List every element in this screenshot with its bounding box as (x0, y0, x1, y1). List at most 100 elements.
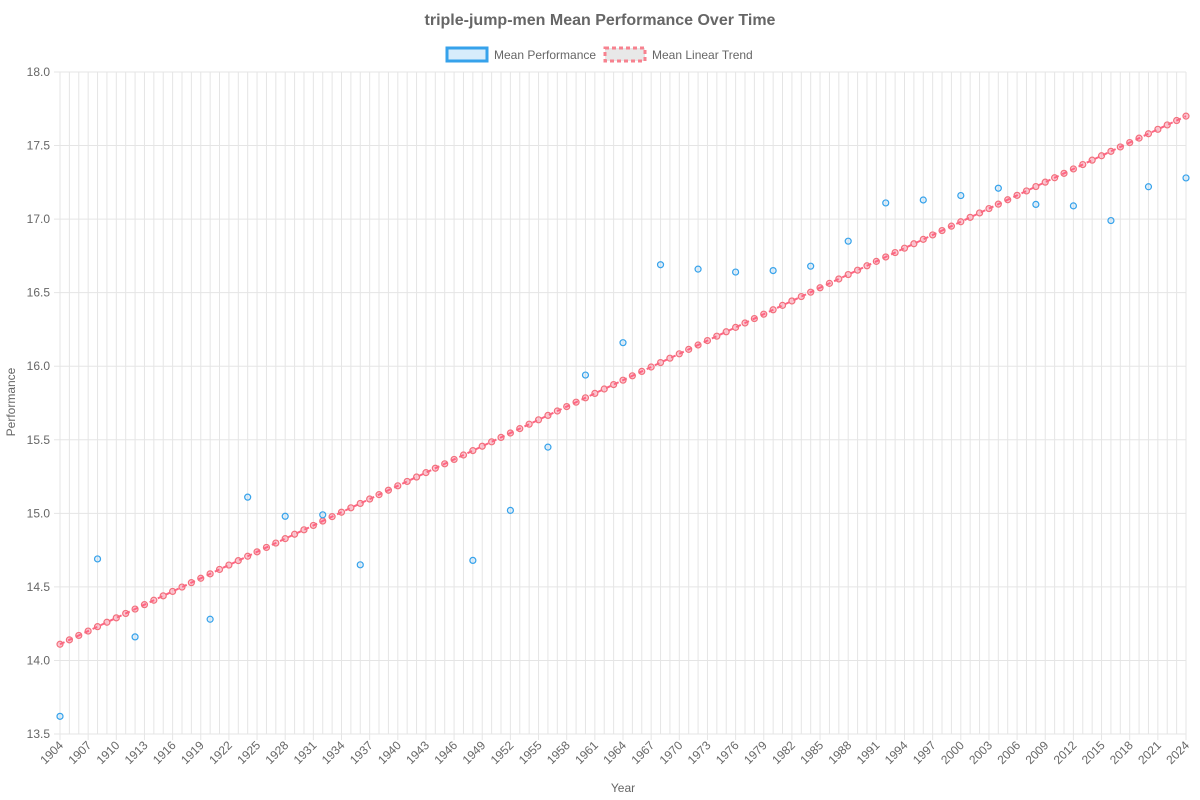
trend-point (253, 548, 261, 556)
data-point[interactable] (919, 196, 927, 204)
data-point[interactable] (206, 615, 214, 623)
data-point[interactable] (544, 443, 552, 451)
trend-point (506, 429, 514, 437)
chart-title: triple-jump-men Mean Performance Over Ti… (425, 12, 776, 29)
trend-point (534, 416, 543, 424)
trend-point (1144, 130, 1153, 138)
data-point[interactable] (281, 512, 289, 520)
trend-point (131, 605, 139, 613)
trend-point (1004, 196, 1012, 204)
data-point[interactable] (356, 561, 364, 569)
x-tick-label: 1928 (263, 738, 292, 767)
trend-point (825, 279, 834, 287)
trend-point (1013, 191, 1021, 199)
trend-point (1032, 182, 1040, 191)
data-point[interactable] (1107, 216, 1115, 225)
trend-point (713, 332, 721, 340)
trend-point (178, 583, 186, 591)
trend-point (215, 565, 224, 574)
trend-point (140, 601, 149, 609)
trend-point (553, 407, 561, 415)
trend-point (600, 385, 608, 393)
data-point[interactable] (56, 712, 64, 720)
data-point[interactable] (731, 268, 740, 276)
trend-point (93, 623, 102, 631)
trend-point (891, 248, 899, 257)
legend-item-mean-linear-trend[interactable]: Mean Linear Trend (603, 46, 753, 63)
data-point[interactable] (1182, 174, 1190, 182)
trend-point (488, 438, 496, 446)
trend-point (197, 574, 205, 582)
trend-point (347, 504, 355, 512)
data-point[interactable] (319, 511, 327, 519)
x-tick-label: 2018 (1107, 738, 1136, 767)
x-tick-label: 1913 (122, 738, 151, 767)
y-axis-title: Performance (4, 367, 18, 436)
data-point[interactable] (244, 493, 252, 501)
y-tick-label: 16.0 (27, 359, 51, 373)
trend-point (244, 552, 252, 560)
trend-point (778, 301, 787, 309)
trend-line (59, 115, 1187, 646)
legend-swatch-mean-performance (445, 46, 489, 63)
x-tick-label: 1976 (713, 738, 742, 767)
trend-point (975, 209, 984, 217)
legend: Mean Performance Mean Linear Trend (445, 46, 753, 63)
x-tick-label: 1904 (37, 738, 66, 767)
x-tick-label: 2000 (938, 738, 967, 767)
x-tick-label: 1940 (375, 738, 404, 767)
trend-point (741, 319, 749, 327)
trend-point (900, 244, 909, 252)
data-point[interactable] (131, 633, 139, 641)
trend-point (656, 358, 665, 367)
trend-point (919, 235, 927, 243)
trend-point (610, 380, 618, 389)
trend-point (525, 420, 533, 428)
data-point[interactable] (882, 199, 890, 207)
x-tick-label: 1910 (94, 738, 123, 767)
grid (54, 71, 1187, 735)
trend-point (816, 284, 824, 292)
data-point[interactable] (506, 506, 514, 514)
trend-point (309, 521, 317, 530)
trend-point (412, 473, 421, 481)
trend-point (1079, 160, 1087, 169)
data-point[interactable] (1032, 200, 1040, 208)
trend-point (872, 257, 880, 265)
data-point[interactable] (957, 191, 965, 200)
x-tick-label: 2015 (1079, 738, 1108, 767)
trend-point (1041, 178, 1049, 186)
trend-point (581, 394, 590, 402)
x-tick-label: 1943 (403, 738, 432, 767)
legend-swatch-mean-linear-trend (603, 46, 647, 63)
trend-series (56, 112, 1190, 648)
data-point[interactable] (656, 261, 665, 269)
x-tick-label: 1982 (769, 738, 798, 767)
data-point[interactable] (1069, 202, 1078, 210)
y-tick-label: 14.0 (27, 653, 51, 667)
data-point[interactable] (844, 237, 852, 245)
trend-point (1154, 125, 1162, 133)
data-point[interactable] (694, 265, 702, 273)
x-axis-title: Year (611, 781, 635, 795)
trend-point (112, 614, 120, 622)
data-point[interactable] (93, 555, 102, 563)
data-point[interactable] (994, 184, 1002, 192)
x-tick-label: 1952 (488, 738, 517, 767)
data-point[interactable] (469, 556, 477, 565)
trend-point (272, 539, 280, 547)
x-tick-label: 1967 (628, 738, 657, 767)
y-tick-label: 17.5 (27, 139, 51, 153)
x-tick-label: 1985 (797, 738, 826, 767)
data-point[interactable] (807, 262, 815, 270)
trend-point (1097, 152, 1106, 160)
data-point[interactable] (619, 339, 627, 347)
trend-point (938, 226, 946, 235)
data-point[interactable] (581, 371, 590, 379)
data-point[interactable] (1144, 183, 1153, 191)
data-point[interactable] (769, 267, 777, 275)
legend-item-mean-performance[interactable]: Mean Performance (445, 46, 596, 63)
trend-point (947, 222, 956, 230)
trend-point (75, 631, 83, 640)
